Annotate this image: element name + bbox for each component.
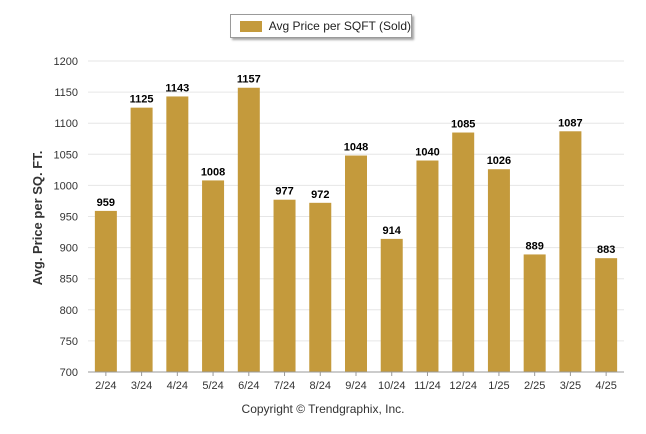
data-label: 959 [97, 197, 115, 209]
bar [94, 210, 117, 372]
y-tick-label: 700 [60, 367, 78, 379]
bar [309, 202, 332, 372]
bar [237, 87, 260, 372]
y-tick-label: 1150 [54, 87, 78, 99]
data-label: 883 [597, 244, 615, 256]
legend-label: Avg Price per SQFT (Sold) [268, 19, 411, 33]
bar [452, 132, 475, 372]
y-tick-label: 850 [60, 274, 78, 286]
bar [380, 238, 403, 372]
bar [523, 254, 546, 372]
data-label: 1143 [165, 82, 189, 94]
copyright-text: Copyright © Trendgraphix, Inc. [241, 402, 405, 416]
x-tick-label: 4/25 [595, 380, 616, 392]
legend: Avg Price per SQFT (Sold) [230, 14, 412, 38]
x-tick-label: 3/25 [560, 380, 581, 392]
data-label: 1048 [344, 142, 368, 154]
bar [202, 180, 225, 372]
y-tick-label: 1000 [54, 180, 78, 192]
bar [345, 155, 367, 372]
x-tick-label: 10/24 [378, 380, 406, 392]
bar [595, 258, 618, 372]
x-tick-label: 8/24 [310, 380, 331, 392]
data-label: 1026 [487, 155, 511, 167]
bar [130, 107, 153, 373]
y-tick-label: 1050 [54, 149, 78, 161]
bar [487, 169, 510, 372]
y-tick-label: 800 [60, 305, 78, 317]
data-label: 1040 [415, 147, 439, 159]
data-label: 1008 [201, 166, 225, 178]
data-label: 914 [383, 225, 402, 237]
x-tick-label: 6/24 [238, 380, 259, 392]
y-tick-label: 1100 [54, 118, 78, 130]
x-tick-label: 2/25 [524, 380, 545, 392]
y-tick-label: 1200 [54, 56, 78, 68]
bar [273, 199, 296, 372]
y-axis-ticks: 700 750 800 850 900 950 1000 1050 1100 1150 1200 [54, 56, 78, 379]
x-tick-label: 7/24 [274, 380, 295, 392]
bar [416, 160, 439, 372]
data-label: 1125 [130, 94, 154, 106]
data-labels: 959 1125 1143 1008 1157 977 972 1048 914 1040 1085… [97, 74, 616, 256]
x-tick-label: 12/24 [449, 380, 477, 392]
x-tick-label: 9/24 [345, 380, 366, 392]
y-tick-label: 950 [60, 212, 78, 224]
data-label: 977 [275, 186, 293, 198]
y-axis-title: Avg. Price per SQ. FT. [30, 151, 45, 286]
data-label: 1085 [451, 119, 475, 131]
data-label: 1157 [237, 74, 261, 86]
bar [559, 131, 582, 372]
data-label: 889 [525, 240, 543, 252]
bars [94, 87, 618, 373]
x-axis-ticks: 2/24 3/24 4/24 5/24 6/24 7/24 8/24 9/24 10/24 11/… [95, 372, 617, 392]
x-tick-label: 3/24 [131, 380, 152, 392]
x-tick-label: 2/24 [95, 380, 116, 392]
data-label: 1087 [558, 117, 582, 129]
x-tick-label: 5/24 [202, 380, 223, 392]
data-label: 972 [311, 189, 329, 201]
legend-swatch [240, 20, 262, 32]
y-tick-label: 750 [60, 336, 78, 348]
bar [166, 96, 189, 372]
x-tick-label: 11/24 [414, 380, 441, 392]
x-tick-label: 4/24 [167, 380, 188, 392]
x-tick-label: 1/25 [488, 380, 509, 392]
y-tick-label: 900 [60, 243, 78, 255]
